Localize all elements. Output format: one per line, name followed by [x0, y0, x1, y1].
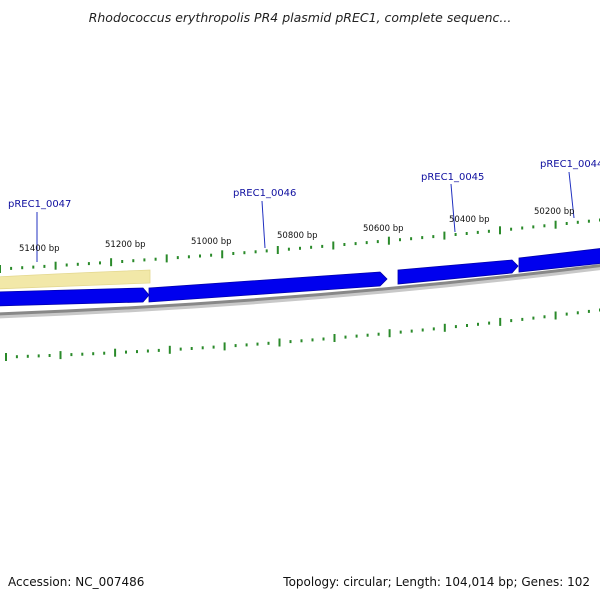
tick-label-50800: 50800 bp	[277, 231, 318, 241]
gene-label-pREC1_0045[interactable]: pREC1_0045	[421, 172, 484, 183]
backbone-ring	[0, 264, 600, 316]
outer-tick-ring	[0, 218, 600, 273]
gene-label-pREC1_0047[interactable]: pREC1_0047	[8, 199, 71, 210]
tick-label-50200: 50200 bp	[534, 207, 575, 217]
gene-label-pREC1_0044[interactable]: pREC1_0044	[540, 159, 600, 170]
backbone-ring-shadow	[0, 265, 600, 319]
gene-arrow-pREC1_0046	[148, 271, 388, 303]
summary-text: Topology: circular; Length: 104,014 bp; …	[283, 575, 590, 589]
gene-labels: pREC1_0047 pREC1_0046 pREC1_0045 pREC1_0…	[8, 159, 600, 262]
gene-arrow-pREC1_0044	[518, 248, 600, 273]
inner-tick-ring	[5, 308, 600, 361]
accession-text: Accession: NC_007486	[8, 575, 145, 589]
tick-label-51200: 51200 bp	[105, 240, 146, 250]
gene-label-leader-pREC1_0044	[568, 171, 575, 219]
highlight-band	[0, 269, 151, 290]
tick-label-50600: 50600 bp	[363, 224, 404, 234]
gene-label-leader-pREC1_0046	[261, 200, 266, 249]
tick-label-51400: 51400 bp	[19, 244, 60, 254]
gene-label-pREC1_0046[interactable]: pREC1_0046	[233, 188, 296, 199]
gene-arrow-pREC1_0047	[0, 287, 150, 307]
gene-track	[0, 248, 600, 307]
scale-labels: 51400 bp 51200 bp 51000 bp 50800 bp 5060…	[19, 207, 575, 254]
tick-label-51000: 51000 bp	[191, 237, 232, 247]
gene-label-leader-pREC1_0045	[450, 183, 456, 233]
tick-label-50400: 50400 bp	[449, 215, 490, 225]
gene-arrow-pREC1_0045	[397, 259, 519, 285]
map-title: Rhodococcus erythropolis PR4 plasmid pRE…	[88, 10, 512, 25]
